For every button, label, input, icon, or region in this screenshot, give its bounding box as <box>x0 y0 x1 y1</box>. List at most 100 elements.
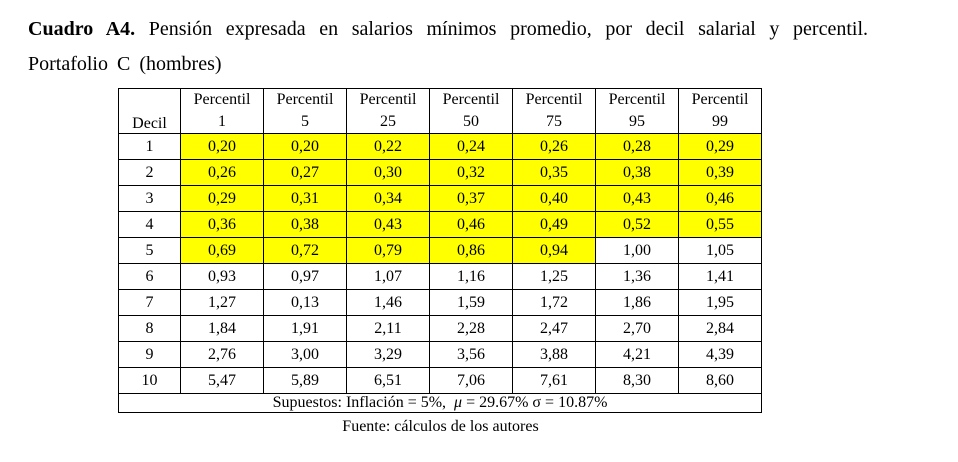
value-cell: 0,29 <box>180 185 264 212</box>
decil-cell: 4 <box>118 211 181 238</box>
table-row: 4 0,36 0,38 0,43 0,46 0,49 0,52 0,55 <box>118 211 762 238</box>
assumptions-pre: Supuestos: Inflación = 5%, <box>272 394 447 411</box>
value-cell: 0,22 <box>346 133 430 160</box>
value-cell: 1,72 <box>512 289 596 316</box>
value-cell: 1,27 <box>180 289 264 316</box>
percentil-header: Percentil 25 <box>346 88 430 134</box>
value-cell: 2,11 <box>346 315 430 342</box>
percentil-header: Percentil 5 <box>263 88 347 134</box>
percentil-number: 75 <box>546 113 562 130</box>
value-cell: 2,47 <box>512 315 596 342</box>
value-cell: 2,76 <box>180 341 264 368</box>
value-cell: 0,93 <box>180 263 264 290</box>
value-cell: 0,69 <box>180 237 264 264</box>
value-cell: 1,41 <box>678 263 762 290</box>
value-cell: 7,06 <box>429 367 513 394</box>
value-cell: 0,28 <box>595 133 679 160</box>
percentil-header: Percentil 99 <box>678 88 762 134</box>
value-cell: 3,88 <box>512 341 596 368</box>
value-cell: 0,49 <box>512 211 596 238</box>
value-cell: 1,91 <box>263 315 347 342</box>
percentil-word: Percentil <box>276 91 334 108</box>
value-cell: 0,20 <box>180 133 264 160</box>
value-cell: 1,16 <box>429 263 513 290</box>
value-cell: 1,25 <box>512 263 596 290</box>
decil-cell: 10 <box>118 367 181 394</box>
percentil-number: 95 <box>629 113 645 130</box>
value-cell: 0,79 <box>346 237 430 264</box>
percentil-word: Percentil <box>442 91 500 108</box>
value-cell: 4,39 <box>678 341 762 368</box>
table-row: 6 0,93 0,97 1,07 1,16 1,25 1,36 1,41 <box>118 263 762 290</box>
value-cell: 0,97 <box>263 263 347 290</box>
value-cell: 0,52 <box>595 211 679 238</box>
header-row: Decil Percentil 1 Percentil 5 Percentil 25 Per… <box>118 88 762 134</box>
value-cell: 0,34 <box>346 185 430 212</box>
value-cell: 2,70 <box>595 315 679 342</box>
source-note: Fuente: cálculos de los autores <box>342 418 539 435</box>
value-cell: 0,43 <box>346 211 430 238</box>
value-cell: 5,89 <box>263 367 347 394</box>
percentil-word: Percentil <box>608 91 666 108</box>
percentil-word: Percentil <box>193 91 251 108</box>
table-row: 5 0,69 0,72 0,79 0,86 0,94 1,00 1,05 <box>118 237 762 264</box>
value-cell: 0,26 <box>180 159 264 186</box>
table-row: 10 5,47 5,89 6,51 7,06 7,61 8,30 8,60 <box>118 367 762 394</box>
value-cell: 0,39 <box>678 159 762 186</box>
decil-cell: 9 <box>118 341 181 368</box>
value-cell: 0,55 <box>678 211 762 238</box>
value-cell: 0,94 <box>512 237 596 264</box>
mu-symbol: μ <box>454 394 463 411</box>
value-cell: 0,37 <box>429 185 513 212</box>
value-cell: 0,13 <box>263 289 347 316</box>
pension-table: Decil Percentil 1 Percentil 5 Percentil 25 Per… <box>118 88 762 413</box>
value-cell: 1,05 <box>678 237 762 264</box>
value-cell: 2,84 <box>678 315 762 342</box>
value-cell: 0,24 <box>429 133 513 160</box>
value-cell: 0,86 <box>429 237 513 264</box>
percentil-header: Percentil 50 <box>429 88 513 134</box>
value-cell: 0,46 <box>429 211 513 238</box>
value-cell: 1,00 <box>595 237 679 264</box>
table-row: 3 0,29 0,31 0,34 0,37 0,40 0,43 0,46 <box>118 185 762 212</box>
value-cell: 0,72 <box>263 237 347 264</box>
percentil-number: 5 <box>301 113 309 130</box>
caption-text: Pensión expresada en salarios mínimos pr… <box>28 18 868 75</box>
caption-label: Cuadro A4. <box>28 18 136 40</box>
value-cell: 2,28 <box>429 315 513 342</box>
assumptions-note: Supuestos: Inflación = 5%, μ = 29.67% σ =… <box>118 393 762 413</box>
value-cell: 0,26 <box>512 133 596 160</box>
value-cell: 1,84 <box>180 315 264 342</box>
percentil-number: 50 <box>463 113 479 130</box>
value-cell: 6,51 <box>346 367 430 394</box>
value-cell: 3,29 <box>346 341 430 368</box>
percentil-header: Percentil 1 <box>180 88 264 134</box>
value-cell: 0,30 <box>346 159 430 186</box>
decil-cell: 3 <box>118 185 181 212</box>
value-cell: 0,27 <box>263 159 347 186</box>
value-cell: 3,56 <box>429 341 513 368</box>
value-cell: 1,59 <box>429 289 513 316</box>
value-cell: 3,00 <box>263 341 347 368</box>
value-cell: 8,30 <box>595 367 679 394</box>
value-cell: 0,29 <box>678 133 762 160</box>
value-cell: 0,35 <box>512 159 596 186</box>
decil-cell: 8 <box>118 315 181 342</box>
decil-header: Decil <box>118 88 181 134</box>
percentil-number: 1 <box>218 113 226 130</box>
percentil-header: Percentil 75 <box>512 88 596 134</box>
value-cell: 0,40 <box>512 185 596 212</box>
value-cell: 0,46 <box>678 185 762 212</box>
value-cell: 0,32 <box>429 159 513 186</box>
percentil-number: 25 <box>380 113 396 130</box>
value-cell: 0,20 <box>263 133 347 160</box>
percentil-header: Percentil 95 <box>595 88 679 134</box>
percentil-number: 99 <box>712 113 728 130</box>
value-cell: 0,31 <box>263 185 347 212</box>
page: Cuadro A4. Pensión expresada en salarios… <box>28 12 868 435</box>
assumptions-post: = 29.67% σ = 10.87% <box>462 394 608 411</box>
percentil-word: Percentil <box>525 91 583 108</box>
table-caption: Cuadro A4. Pensión expresada en salarios… <box>28 12 868 82</box>
decil-cell: 6 <box>118 263 181 290</box>
table-row: 8 1,84 1,91 2,11 2,28 2,47 2,70 2,84 <box>118 315 762 342</box>
